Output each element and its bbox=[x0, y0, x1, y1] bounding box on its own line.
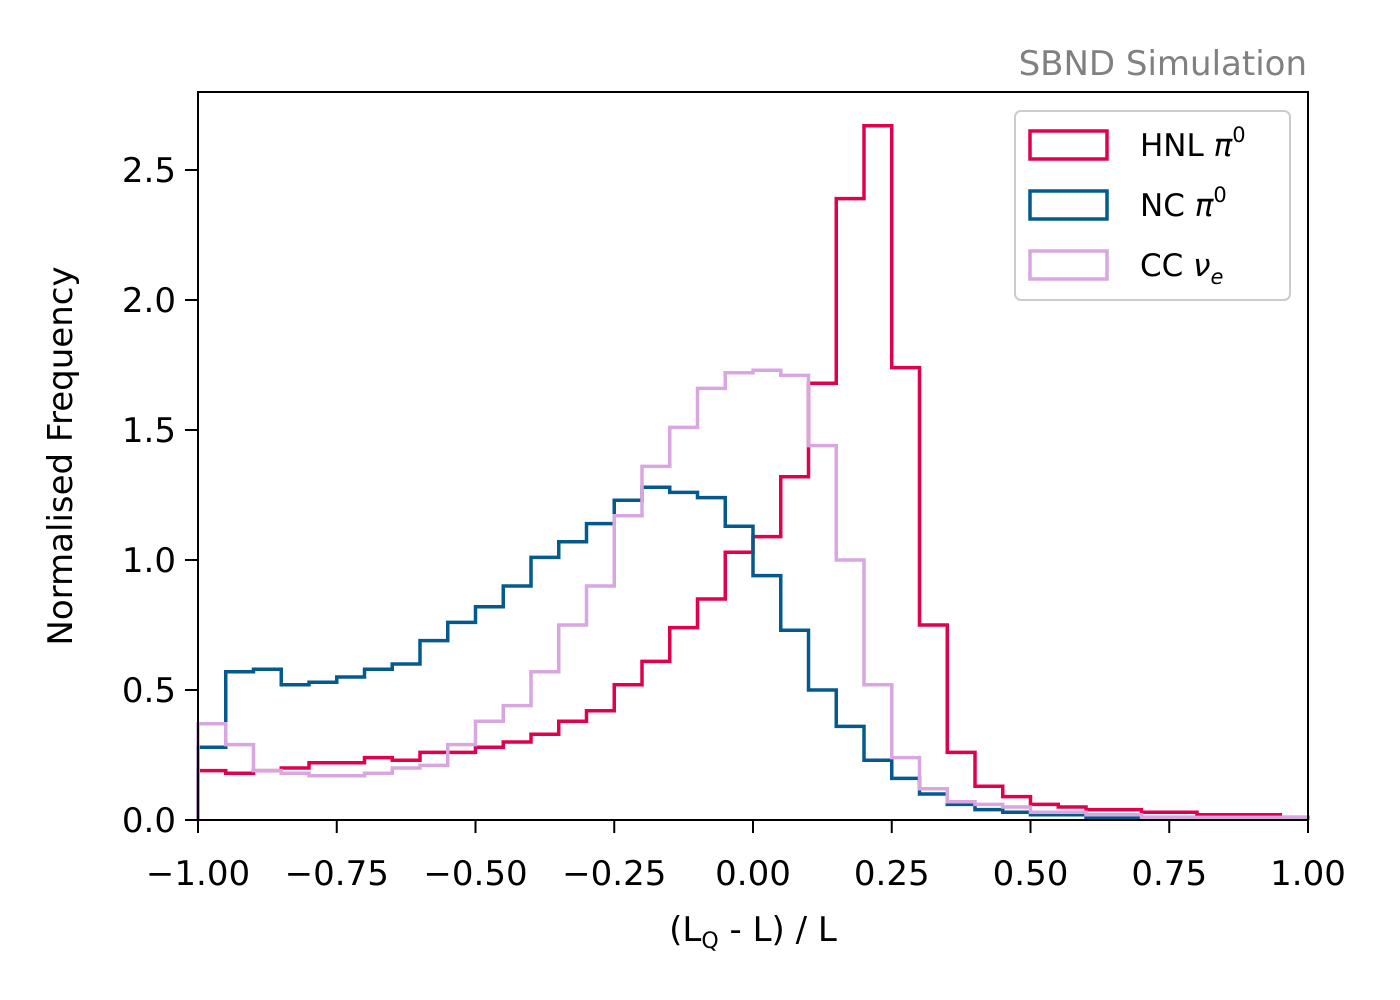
x-tick-label: −0.75 bbox=[285, 854, 389, 894]
y-tick-label: 0.5 bbox=[122, 671, 176, 711]
legend-swatch-cc bbox=[1028, 249, 1109, 281]
y-tick-label: 2.5 bbox=[122, 151, 176, 191]
x-tick-label: 0.00 bbox=[715, 854, 791, 894]
y-tick-label: 2.0 bbox=[122, 281, 176, 321]
x-tick-label: −0.50 bbox=[423, 854, 527, 894]
series-group bbox=[196, 124, 1310, 820]
legend-label-cc: CC νe bbox=[1140, 248, 1223, 289]
x-tick-label: −0.25 bbox=[562, 854, 666, 894]
x-tick-label: 0.25 bbox=[854, 854, 930, 894]
x-axis-label-close: - L) / L bbox=[719, 910, 837, 950]
legend-label-hnl: HNL π0 bbox=[1140, 123, 1246, 164]
x-axis-label-open: (L bbox=[669, 910, 701, 950]
legend-label-nc: NC π0 bbox=[1140, 183, 1227, 224]
x-tick-label: −1.00 bbox=[146, 854, 250, 894]
x-axis-label: (LQ - L) / L bbox=[669, 910, 837, 954]
y-tick-label: 1.0 bbox=[122, 541, 176, 581]
legend-entries: HNL π0 NC π0 CC νe bbox=[1028, 123, 1246, 289]
series-nc-histogram bbox=[196, 485, 1310, 820]
x-tick-label: 0.50 bbox=[993, 854, 1069, 894]
legend: HNL π0 NC π0 CC νe bbox=[1014, 110, 1291, 301]
y-axis-ticks: 0.0 0.5 1.0 1.5 2.0 2.5 bbox=[122, 151, 198, 841]
x-axis-ticks: −1.00 −0.75 −0.50 −0.25 0.00 0.25 0.50 0.75 1.00 bbox=[146, 820, 1346, 894]
legend-swatch-nc bbox=[1028, 189, 1109, 221]
y-axis-label: Normalised Frequency bbox=[41, 266, 81, 645]
legend-swatch-hnl bbox=[1028, 129, 1109, 161]
x-tick-label: 1.00 bbox=[1270, 854, 1346, 894]
series-cc-histogram bbox=[196, 368, 1310, 820]
x-axis-label-sub: Q bbox=[701, 929, 718, 954]
watermark-text: SBND Simulation bbox=[1019, 44, 1307, 84]
y-tick-label: 1.5 bbox=[122, 411, 176, 451]
x-tick-label: 0.75 bbox=[1131, 854, 1207, 894]
series-hnl-histogram bbox=[196, 124, 1310, 820]
y-tick-label: 0.0 bbox=[122, 801, 176, 841]
